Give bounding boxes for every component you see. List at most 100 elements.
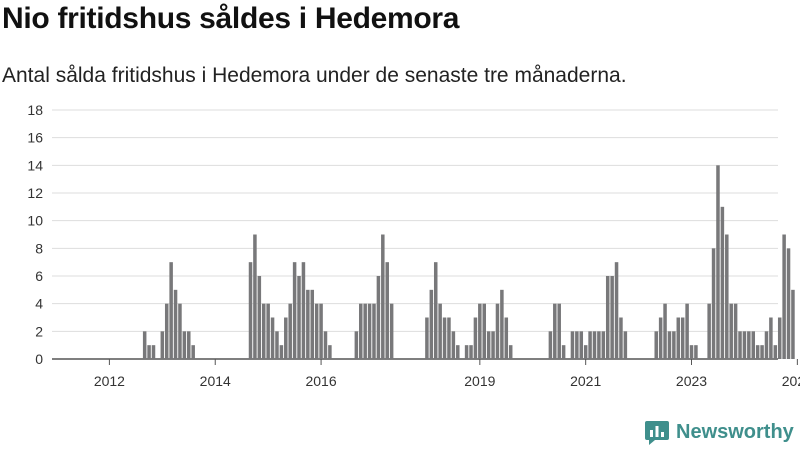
y-tick-label: 0 (35, 351, 43, 367)
bar (597, 331, 601, 359)
bar (376, 276, 381, 359)
bar (663, 303, 667, 359)
y-tick-label: 4 (35, 296, 43, 312)
bar (769, 317, 773, 359)
bar (469, 345, 473, 359)
x-tick-label: 2021 (570, 373, 601, 389)
bar (191, 345, 195, 359)
bar (575, 331, 579, 359)
bar (676, 317, 681, 359)
newsworthy-logo[interactable]: Newsworthy (644, 419, 794, 445)
bar (747, 331, 751, 359)
bar (579, 331, 584, 359)
bar (173, 289, 178, 359)
bar (500, 289, 504, 359)
bar (385, 262, 389, 359)
bar (610, 276, 614, 359)
bar (442, 317, 447, 359)
y-tick-label: 10 (27, 213, 43, 229)
bar (288, 303, 292, 359)
x-tick-label: 2023 (676, 373, 707, 389)
bar (429, 289, 434, 359)
bar (253, 234, 257, 359)
bar (619, 317, 623, 359)
bar (773, 345, 778, 359)
bar (297, 276, 301, 359)
bar (425, 317, 429, 359)
bar (482, 303, 486, 359)
bar (557, 303, 561, 359)
bar (328, 345, 332, 359)
bar (751, 331, 756, 359)
bar (764, 331, 769, 359)
bar (389, 303, 394, 359)
y-tick-label: 16 (27, 130, 43, 146)
x-tick-label: 2012 (94, 373, 125, 389)
bar (381, 234, 385, 359)
y-tick-label: 2 (35, 323, 43, 339)
bar (729, 303, 733, 359)
bar (354, 331, 359, 359)
bar (570, 331, 575, 359)
x-tick-label: 2025 (782, 373, 800, 389)
bar (504, 317, 509, 359)
bar (755, 345, 760, 359)
bar (248, 262, 253, 359)
bar (147, 345, 151, 359)
y-tick-label: 12 (27, 185, 43, 201)
bar (694, 345, 698, 359)
bar (478, 303, 482, 359)
bar (782, 234, 786, 359)
bar (601, 331, 606, 359)
bar (275, 331, 279, 359)
bar (367, 303, 372, 359)
bar (588, 331, 592, 359)
bar (473, 317, 478, 359)
x-tick-label: 2014 (200, 373, 231, 389)
bar (553, 303, 557, 359)
bar (363, 303, 367, 359)
bar (742, 331, 747, 359)
bar (372, 303, 376, 359)
bar (707, 303, 711, 359)
bar (151, 345, 156, 359)
bar (720, 206, 725, 359)
bar (592, 331, 597, 359)
bar (306, 289, 310, 359)
bar (491, 331, 495, 359)
bar (160, 331, 165, 359)
bars (142, 165, 795, 359)
bar (495, 303, 500, 359)
bar (314, 303, 319, 359)
bar (284, 317, 288, 359)
x-tick-label: 2016 (305, 373, 336, 389)
bar (257, 276, 262, 359)
bar (689, 345, 694, 359)
bar (456, 345, 460, 359)
bar (319, 303, 323, 359)
bar (680, 317, 685, 359)
y-tick-label: 8 (35, 240, 43, 256)
bar (685, 303, 689, 359)
chart-subtitle: Antal sålda fritidshus i Hedemora under … (2, 64, 627, 87)
x-axis: 2012 2014 2016 2019 2021 2023 2025 (94, 359, 800, 389)
bar (561, 345, 566, 359)
y-tick-label: 18 (27, 102, 43, 118)
bar (716, 165, 720, 359)
bar (623, 331, 628, 359)
bar (583, 345, 588, 359)
x-tick-label: 2019 (464, 373, 495, 389)
bar (451, 331, 456, 359)
newsworthy-logo-icon (645, 421, 669, 445)
bar (725, 234, 729, 359)
bar-chart: 0 2 4 6 8 10 12 14 16 18 2012 2014 2016 2019 2021 2023… (27, 102, 800, 389)
bar (760, 345, 764, 359)
bar (667, 331, 672, 359)
bar (359, 303, 363, 359)
bar (310, 289, 315, 359)
bar (270, 317, 275, 359)
bar (464, 345, 469, 359)
bar (292, 262, 297, 359)
bar (301, 262, 306, 359)
bar (614, 262, 619, 359)
